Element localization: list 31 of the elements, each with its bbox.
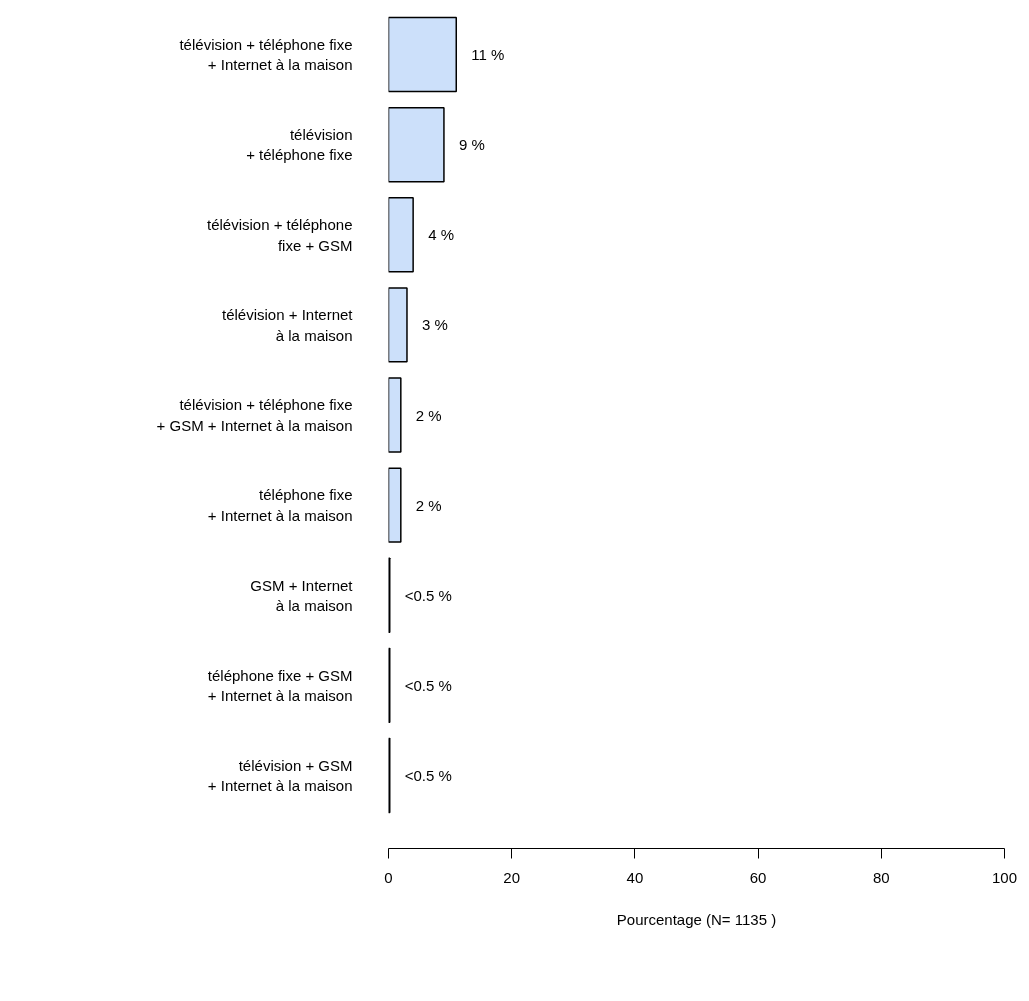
bar	[388, 197, 414, 273]
data-label: 9 %	[458, 136, 485, 154]
bar	[388, 377, 402, 453]
y-tick-label: téléphone fixe + GSM + Internet à la maison	[207, 666, 353, 705]
x-tick-label: 80	[872, 868, 890, 886]
x-tick-label: 60	[749, 868, 767, 886]
bar	[388, 287, 408, 363]
y-tick-label: téléphone fixe + Internet à la maison	[207, 486, 353, 524]
data-label: 2 %	[415, 496, 442, 514]
y-tick-label: télévision + téléphone fixe + GSM	[206, 216, 353, 254]
y-tick-label: télévision + téléphone fixe	[246, 125, 353, 164]
data-label: 4 %	[428, 226, 454, 244]
x-tick-label: 0	[384, 868, 393, 886]
bar	[388, 467, 402, 543]
x-tick-label: 40	[626, 868, 644, 886]
data-label: 11 %	[471, 46, 505, 64]
y-tick-label: télévision + GSM + Internet à la maison	[207, 756, 353, 795]
bar	[388, 16, 458, 93]
data-label: 3 %	[421, 316, 448, 334]
data-label: <0.5 %	[404, 586, 452, 604]
y-tick-label: télévision + Internet à la maison	[222, 306, 354, 344]
data-label: 2 %	[415, 406, 442, 424]
bar	[388, 106, 445, 183]
x-tick-label: 100	[991, 868, 1018, 886]
x-axis-title: Pourcentage (N= 1135 )	[616, 910, 777, 928]
data-label: <0.5 %	[404, 676, 452, 694]
y-tick-label: télévision + téléphone fixe + GSM + Internet à la maison	[156, 396, 353, 434]
data-label: <0.5 %	[404, 767, 452, 785]
x-tick-label: 20	[503, 868, 521, 886]
y-tick-label: télévision + téléphone fixe + Internet à la maison	[179, 35, 353, 74]
y-tick-label: GSM + Internet à la maison	[250, 576, 354, 614]
